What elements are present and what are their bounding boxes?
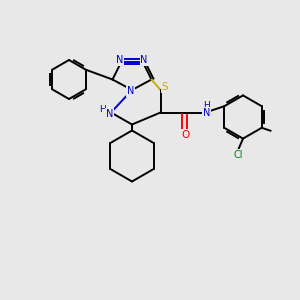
Text: O: O — [182, 130, 190, 140]
Text: N: N — [116, 55, 124, 65]
Text: H: H — [99, 105, 106, 114]
Text: Cl: Cl — [234, 150, 243, 160]
Text: S: S — [162, 82, 168, 92]
Text: N: N — [106, 109, 113, 119]
Text: N: N — [140, 55, 148, 65]
Text: H: H — [203, 101, 210, 110]
Text: N: N — [127, 86, 134, 97]
Text: N: N — [203, 108, 210, 118]
